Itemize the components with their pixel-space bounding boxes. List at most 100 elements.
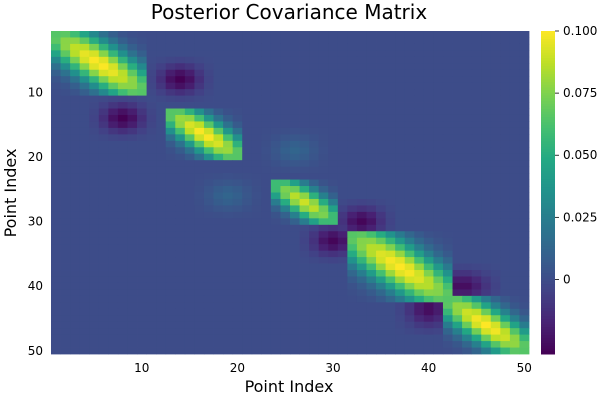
heatmap-cell <box>60 347 71 355</box>
heatmap-cell <box>481 186 492 193</box>
heatmap-cell <box>481 140 492 148</box>
heatmap-cell <box>356 231 367 239</box>
heatmap-cell <box>51 289 61 297</box>
colorbar-segment <box>541 251 555 255</box>
heatmap-cell <box>442 244 453 252</box>
heatmap-cell <box>366 37 377 45</box>
heatmap-cell <box>500 186 511 193</box>
heatmap-cell <box>146 186 157 193</box>
heatmap-cell <box>471 341 482 348</box>
heatmap-cell <box>290 231 300 239</box>
heatmap-cell <box>70 315 81 323</box>
heatmap-cell <box>395 308 406 316</box>
colorbar-segment <box>541 332 555 336</box>
heatmap-cell <box>366 179 377 187</box>
colorbar-segment <box>541 284 555 288</box>
heatmap-cell <box>509 250 520 258</box>
heatmap-cell <box>232 166 243 174</box>
heatmap-cell <box>213 308 224 316</box>
heatmap-cell <box>184 37 195 45</box>
heatmap-cell <box>127 186 138 193</box>
heatmap-cell <box>223 82 234 90</box>
heatmap-cell <box>127 224 138 232</box>
heatmap-cell <box>184 302 195 310</box>
heatmap-cell <box>184 224 195 232</box>
heatmap-cell <box>156 63 167 71</box>
heatmap-cell <box>242 186 253 193</box>
heatmap-cell <box>337 56 348 64</box>
heatmap-cell <box>376 160 386 168</box>
heatmap-cell <box>471 231 482 239</box>
heatmap-cell <box>194 82 205 90</box>
heatmap-cell <box>223 341 234 348</box>
y-tick-label: 30 <box>28 215 43 229</box>
heatmap-cell <box>309 76 320 84</box>
heatmap-cell <box>213 328 224 336</box>
heatmap-cell <box>337 218 348 226</box>
heatmap-cell <box>481 224 492 232</box>
heatmap-cell <box>347 270 358 277</box>
heatmap-cell <box>337 211 348 219</box>
colorbar-segment <box>541 168 555 172</box>
heatmap-cell <box>328 134 339 142</box>
heatmap-cell <box>70 69 81 77</box>
heatmap-cell <box>251 231 262 239</box>
heatmap-cell <box>356 114 367 122</box>
heatmap-cell <box>184 192 195 200</box>
heatmap-cell <box>290 334 300 342</box>
heatmap-cell <box>509 50 520 58</box>
heatmap-cell <box>251 173 262 180</box>
heatmap-cell <box>500 250 511 258</box>
heatmap-cell <box>270 211 281 219</box>
heatmap-cell <box>462 308 473 316</box>
heatmap-cell <box>414 173 425 180</box>
heatmap-cell <box>242 153 253 161</box>
heatmap-cell <box>433 108 444 116</box>
heatmap-cell <box>519 186 530 193</box>
colorbar-segment <box>541 243 555 247</box>
heatmap-cell <box>509 63 520 71</box>
heatmap-cell <box>165 347 176 355</box>
heatmap-cell <box>366 289 377 297</box>
heatmap-cell <box>452 315 463 323</box>
heatmap-cell <box>60 270 71 277</box>
heatmap-cell <box>98 56 109 64</box>
heatmap-cell <box>98 341 109 348</box>
heatmap-cell <box>328 237 339 245</box>
heatmap-cell <box>309 147 320 155</box>
heatmap-cell <box>251 263 262 271</box>
heatmap-cell <box>433 205 444 213</box>
heatmap-cell <box>165 102 176 109</box>
heatmap-cell <box>366 114 377 122</box>
heatmap-cell <box>51 231 61 239</box>
heatmap-cell <box>395 192 406 200</box>
colorbar-segment <box>541 316 555 320</box>
heatmap-cell <box>108 282 119 290</box>
heatmap-cell <box>117 69 128 77</box>
heatmap-cell <box>242 257 253 264</box>
heatmap-cell <box>261 63 272 71</box>
heatmap-cell <box>137 315 147 323</box>
heatmap-cell <box>509 173 520 180</box>
heatmap-cell <box>175 257 186 264</box>
heatmap-cell <box>442 276 453 284</box>
heatmap-cell <box>89 250 100 258</box>
heatmap-cell <box>395 224 406 232</box>
heatmap-cell <box>442 231 453 239</box>
heatmap-cell <box>184 244 195 252</box>
heatmap-cell <box>433 282 444 290</box>
heatmap-cell <box>519 237 530 245</box>
heatmap-cell <box>299 341 310 348</box>
heatmap-cell <box>433 302 444 310</box>
heatmap-cell <box>414 250 425 258</box>
heatmap-cell <box>414 76 425 84</box>
heatmap-cell <box>356 302 367 310</box>
heatmap-cell <box>500 147 511 155</box>
heatmap-cell <box>261 160 272 168</box>
heatmap-cell <box>500 289 511 297</box>
heatmap-cell <box>328 211 339 219</box>
heatmap-cell <box>423 153 434 161</box>
heatmap-cell <box>146 76 157 84</box>
heatmap-cell <box>98 69 109 77</box>
heatmap-cell <box>299 328 310 336</box>
